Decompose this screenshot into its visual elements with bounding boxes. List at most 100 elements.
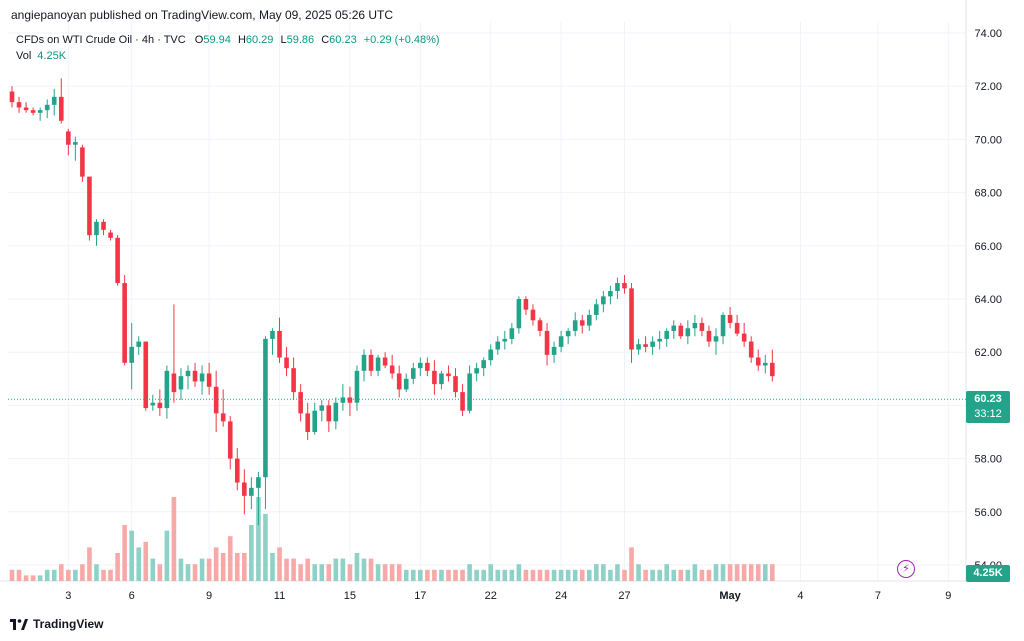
candle-body (157, 402, 163, 409)
candle-body (544, 330, 550, 355)
volume-bar (199, 558, 205, 581)
candle-body (66, 131, 71, 145)
candle-body (706, 330, 712, 342)
tradingview-footer[interactable]: TradingView (10, 617, 103, 631)
volume-bar (122, 525, 127, 581)
volume-bar (256, 497, 261, 581)
candle-body (685, 328, 691, 337)
candle-body (755, 357, 761, 366)
volume-legend: Vol 4.25K (16, 50, 66, 62)
volume-bar (368, 558, 374, 581)
candle-body (720, 314, 726, 337)
candle-body (418, 362, 423, 369)
tradingview-logo-icon (10, 618, 28, 630)
candle-body (256, 477, 261, 488)
volume-bar (340, 558, 346, 581)
candle-body (692, 322, 698, 329)
candle-body (136, 341, 142, 347)
volume-bar (249, 525, 254, 581)
volume-bar (762, 564, 768, 581)
candle-body (629, 288, 634, 350)
volume-bar (586, 569, 592, 581)
price-tick-label: 64.00 (974, 294, 1002, 306)
volume-bar (312, 564, 318, 581)
price-tick-label: 72.00 (974, 81, 1002, 93)
candle-body (502, 338, 508, 342)
volume-label: Vol (16, 50, 32, 62)
volume-bar (664, 564, 670, 581)
volume-bar (73, 569, 78, 581)
volume-bar (622, 569, 627, 581)
last-price: 60.23 (974, 393, 1002, 405)
candle-body (220, 413, 226, 422)
candle-body (87, 176, 92, 236)
candle-body (382, 357, 388, 366)
candle-body (94, 221, 99, 236)
symbol-name: CFDs on WTI Crude Oil · 4h · TVC (16, 34, 186, 46)
candle-body (664, 330, 670, 339)
volume-bar (594, 564, 599, 581)
volume-bar (551, 569, 557, 581)
candle-body (467, 373, 472, 411)
candle-body (44, 104, 50, 111)
volume-bar (713, 564, 719, 581)
candle-body (171, 373, 177, 393)
candle-body (227, 421, 233, 459)
volume-bar (192, 564, 198, 581)
volume-bar (418, 569, 423, 581)
candle-body (410, 368, 416, 379)
candle-body (699, 322, 705, 331)
candle-body (143, 341, 149, 409)
volume-bar (601, 564, 606, 581)
candle-body (333, 402, 339, 422)
candle-body (185, 370, 191, 377)
time-tick-label: 9 (206, 590, 212, 602)
candle-body (340, 397, 346, 403)
time-tick-label: 27 (618, 590, 630, 602)
volume-bar (263, 513, 268, 581)
volume-bar (389, 564, 395, 581)
volume-bar (755, 564, 761, 581)
volume-bar (108, 569, 113, 581)
candle-body (361, 354, 367, 371)
volume-bars (9, 497, 775, 581)
candle-body (368, 354, 374, 371)
volume-bar (164, 530, 170, 581)
volume-bar (509, 569, 515, 581)
volume-bar (530, 569, 536, 581)
volume-bar (502, 569, 508, 581)
time-tick-label: May (719, 590, 741, 602)
candle-body (622, 283, 627, 289)
candle-body (23, 107, 29, 111)
candle-body (206, 373, 212, 387)
volume-bar (143, 541, 149, 581)
candle-body (164, 370, 170, 409)
volume-bar (636, 564, 641, 581)
candle-body (636, 344, 641, 350)
candle-body (312, 410, 318, 432)
candle-body (741, 333, 747, 342)
volume-bar (94, 564, 99, 581)
last-price-badge: 60.23 33:12 (966, 391, 1010, 423)
volume-bar (544, 569, 550, 581)
candle-body (9, 91, 15, 103)
volume-bar (439, 569, 444, 581)
volume-bar (608, 569, 613, 581)
candle-body (678, 325, 684, 337)
volume-bar (615, 564, 620, 581)
candle-body (579, 320, 585, 326)
candle-body (122, 283, 127, 363)
candle-body (347, 397, 353, 403)
price-tick-label: 66.00 (974, 241, 1002, 253)
lightning-icon[interactable]: ⚡ (897, 560, 915, 578)
candle-body (115, 237, 120, 284)
price-tick-label: 56.00 (974, 507, 1002, 519)
volume-bar (692, 564, 698, 581)
time-tick-label: 22 (485, 590, 497, 602)
candle-body (425, 362, 430, 371)
volume-bar (706, 569, 712, 581)
candle-body (615, 283, 620, 292)
candle-body (277, 330, 282, 358)
volume-bar (178, 558, 184, 581)
